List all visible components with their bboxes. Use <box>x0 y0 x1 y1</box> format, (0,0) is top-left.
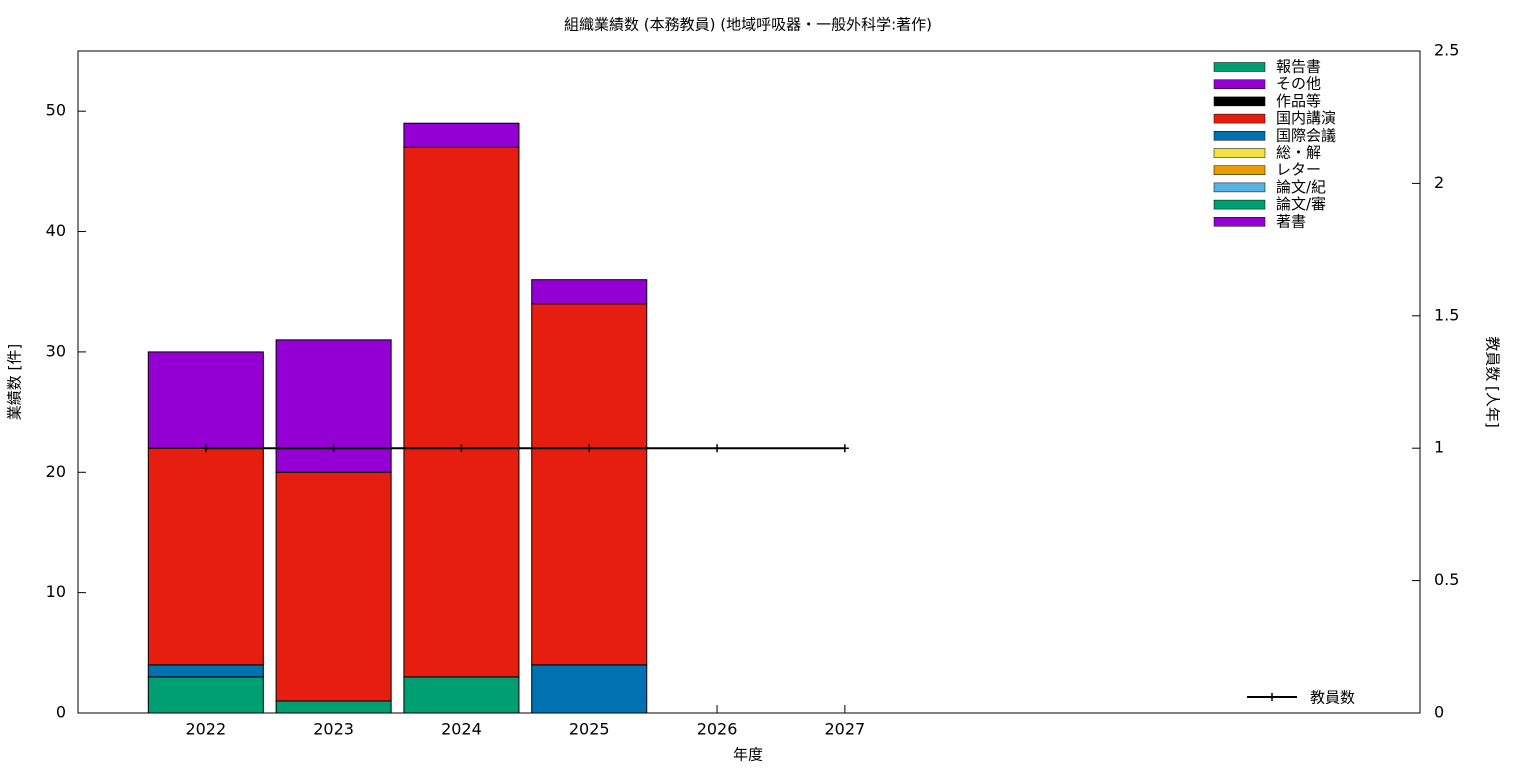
legend-label: 教員数 <box>1310 689 1355 707</box>
point-marker <box>201 444 210 453</box>
bar-segment <box>531 664 648 714</box>
legend-swatch <box>1213 62 1266 72</box>
x-tick-label: 2025 <box>569 720 610 739</box>
plot-border <box>77 50 1421 714</box>
x-tick-label: 2027 <box>824 720 865 739</box>
bar-segment <box>275 700 392 714</box>
y2-tick-label: 2.5 <box>1434 41 1459 60</box>
x-axis-label: 年度 <box>733 746 763 764</box>
legend-swatch <box>1213 217 1266 227</box>
chart-title: 組織業績数 (本務教員) (地域呼吸器・一般外科学:著作) <box>564 16 932 34</box>
legend-swatch <box>1213 165 1266 175</box>
point-marker <box>713 444 722 453</box>
legend-swatch <box>1213 131 1266 141</box>
bar-segment <box>147 664 264 678</box>
legend-swatch <box>1213 113 1266 124</box>
point-marker <box>457 444 466 453</box>
x-tick-label: 2024 <box>441 720 482 739</box>
bar-segment <box>531 303 648 666</box>
y2-tick-label: 0.5 <box>1434 570 1459 589</box>
y-tick-label: 20 <box>46 462 66 481</box>
legend-swatch <box>1213 79 1266 89</box>
legend-swatch <box>1213 148 1266 158</box>
bar-segment <box>403 122 520 148</box>
y2-tick-label: 1.5 <box>1434 305 1459 324</box>
legend-label: 論文/審 <box>1276 195 1326 213</box>
bar-segment <box>403 146 520 678</box>
legend-label: その他 <box>1276 75 1321 93</box>
bar-segment <box>147 676 264 714</box>
y2-axis-label: 教員数 [人年] <box>1484 336 1502 427</box>
legend-label: 著書 <box>1276 212 1306 230</box>
y-tick-label: 10 <box>46 582 66 601</box>
y2-tick-label: 0 <box>1434 703 1444 722</box>
legend-swatch <box>1213 96 1266 107</box>
legend-label: 報告書 <box>1276 58 1321 76</box>
bar-segment <box>147 351 264 449</box>
point-marker <box>840 444 849 453</box>
legend-swatch <box>1213 199 1266 210</box>
bar-segment <box>275 339 392 473</box>
legend-label: 作品等 <box>1276 92 1321 110</box>
bar-segment <box>403 676 520 714</box>
legend-label: 国内講演 <box>1276 109 1336 127</box>
y2-tick-label: 2 <box>1434 173 1444 192</box>
bar-segment <box>147 447 264 666</box>
y-tick-label: 0 <box>56 703 66 722</box>
x-tick-label: 2023 <box>313 720 354 739</box>
legend-swatch <box>1213 182 1266 193</box>
legend-label: 国際会議 <box>1276 126 1336 144</box>
bar-segment <box>275 471 392 702</box>
y2-tick-label: 1 <box>1434 438 1444 457</box>
y-tick-label: 50 <box>46 101 66 120</box>
y-tick-label: 40 <box>46 221 66 240</box>
point-marker <box>585 444 594 453</box>
legend-label: 総・解 <box>1276 144 1321 162</box>
y-tick-label: 30 <box>46 341 66 360</box>
x-tick-label: 2026 <box>697 720 738 739</box>
legend-label: レター <box>1276 161 1321 179</box>
legend-label: 論文/紀 <box>1276 178 1326 196</box>
y-axis-label: 業績数 [件] <box>6 344 24 420</box>
point-marker <box>329 444 338 453</box>
x-tick-label: 2022 <box>185 720 226 739</box>
bar-segment <box>531 279 648 305</box>
